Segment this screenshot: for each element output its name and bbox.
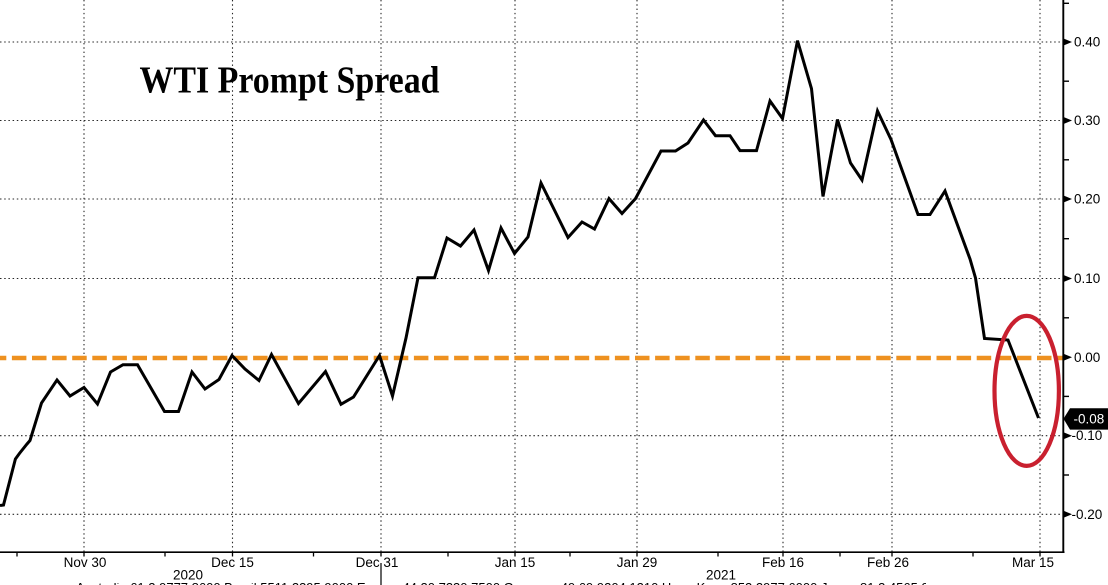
svg-text:Mar 15: Mar 15 — [1012, 555, 1054, 570]
svg-text:Feb 16: Feb 16 — [762, 555, 804, 570]
svg-text:2020: 2020 — [173, 568, 203, 583]
svg-text:WTI Prompt Spread: WTI Prompt Spread — [140, 60, 440, 102]
svg-text:0.20: 0.20 — [1074, 192, 1100, 207]
svg-text:-0.08: -0.08 — [1074, 412, 1105, 427]
svg-text:Nov 30: Nov 30 — [64, 555, 107, 570]
svg-text:0.30: 0.30 — [1074, 113, 1100, 128]
svg-text:Dec 31: Dec 31 — [356, 555, 399, 570]
svg-text:-0.10: -0.10 — [1072, 428, 1103, 443]
svg-text:0.10: 0.10 — [1074, 271, 1100, 286]
svg-text:Jan 15: Jan 15 — [495, 555, 536, 570]
svg-text:2021: 2021 — [706, 568, 736, 583]
svg-text:Feb 26: Feb 26 — [867, 555, 909, 570]
svg-text:-0.20: -0.20 — [1072, 507, 1103, 522]
svg-text:Jan 29: Jan 29 — [617, 555, 658, 570]
svg-text:0.40: 0.40 — [1074, 35, 1100, 50]
svg-text:0.00: 0.00 — [1074, 350, 1100, 365]
svg-text:Dec 15: Dec 15 — [211, 555, 254, 570]
